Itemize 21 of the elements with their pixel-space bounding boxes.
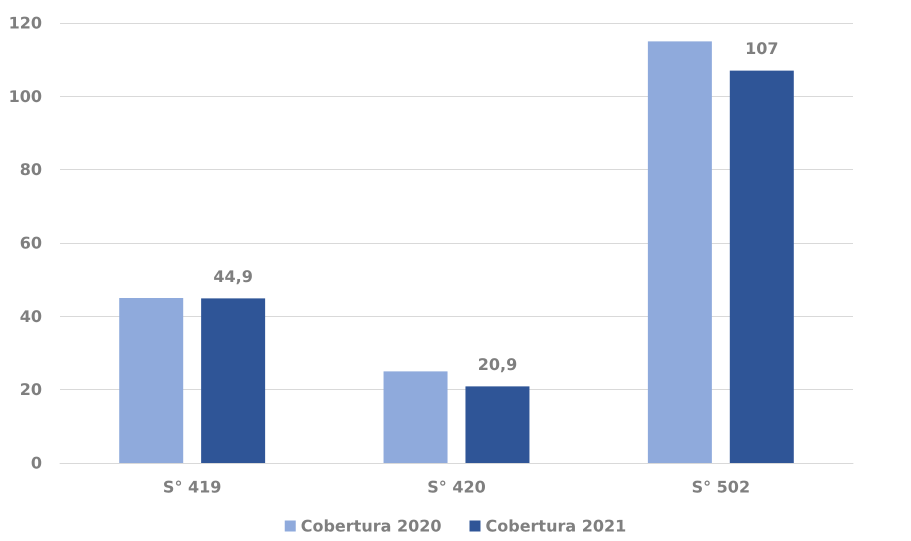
- y-tick-label: 120: [8, 14, 42, 32]
- data-label: 107: [745, 39, 778, 58]
- y-tick-label: 80: [20, 160, 42, 180]
- y-tick-label: 100: [8, 86, 42, 106]
- y-tick-label: 0: [30, 454, 42, 472]
- x-tick-label: S° 420: [427, 478, 486, 496]
- y-tick-label: 60: [20, 234, 42, 252]
- y-tick-label: 40: [20, 306, 42, 326]
- x-tick-label: S° 502: [692, 478, 750, 496]
- data-label: 20,9: [478, 354, 518, 374]
- bar: [384, 371, 448, 463]
- bar: [465, 386, 530, 463]
- bar: [730, 70, 794, 463]
- data-label: 44,9: [213, 266, 253, 286]
- bar: [201, 298, 266, 463]
- legend-label: Cobertura 2020: [300, 516, 442, 536]
- y-tick-label: 20: [20, 380, 42, 400]
- x-tick-label: S° 419: [162, 478, 222, 496]
- legend-label: Cobertura 2021: [486, 516, 626, 536]
- bar: [119, 298, 184, 463]
- bar: [648, 41, 712, 463]
